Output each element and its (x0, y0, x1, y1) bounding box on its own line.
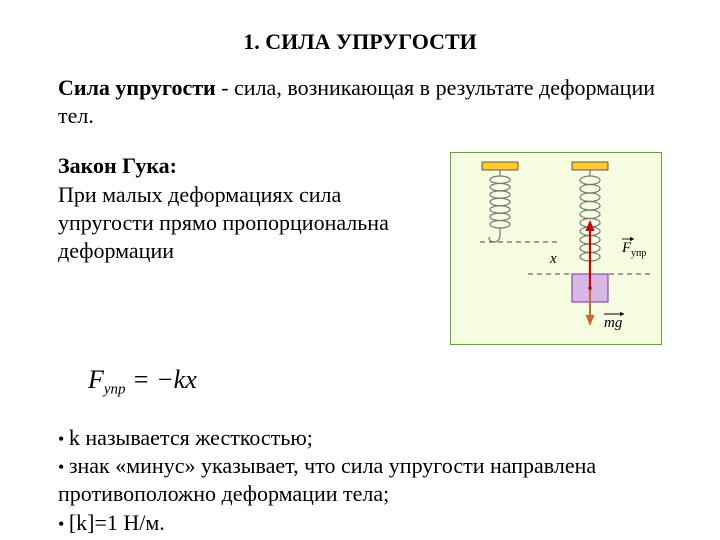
formula-x: x (185, 365, 197, 394)
svg-text:упр: упр (631, 248, 646, 259)
law-title: Закон Гука: (58, 152, 432, 180)
bullet-list: • k называется жесткостью; • знак «минус… (58, 424, 662, 537)
bullet-1: k называется жесткостью; (69, 425, 313, 450)
section-title: 1. СИЛА УПРУГОСТИ (58, 28, 662, 56)
svg-text:x: x (549, 251, 557, 267)
formula: Fупр = −kx (88, 363, 662, 400)
formula-k: k (174, 365, 186, 394)
law-body: При малых деформациях сила упругости пря… (58, 181, 432, 265)
definition-term: Сила упругости (58, 75, 216, 100)
bullet-2: знак «минус» указывает, что сила упругос… (58, 453, 596, 506)
definition: Сила упругости - сила, возникающая в рез… (58, 74, 662, 130)
svg-text:mg: mg (604, 315, 623, 331)
formula-F: F (88, 365, 104, 394)
spring-figure: xFупрmg (450, 152, 662, 345)
bullet-3: [k]=1 Н/м. (69, 510, 165, 535)
hooke-law: Закон Гука: При малых деформациях сила у… (58, 152, 450, 345)
formula-eq: = − (126, 365, 174, 394)
formula-F-sub: упр (104, 382, 126, 398)
